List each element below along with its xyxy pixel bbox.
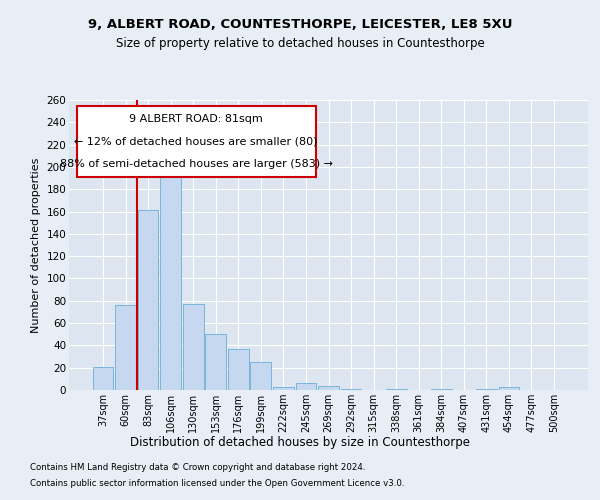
Bar xyxy=(115,305,136,390)
Bar xyxy=(296,384,316,390)
Text: Contains public sector information licensed under the Open Government Licence v3: Contains public sector information licen… xyxy=(30,478,404,488)
Bar xyxy=(318,386,339,390)
Bar xyxy=(160,162,181,390)
Bar xyxy=(250,362,271,390)
FancyBboxPatch shape xyxy=(77,106,316,177)
Text: Distribution of detached houses by size in Countesthorpe: Distribution of detached houses by size … xyxy=(130,436,470,449)
Bar xyxy=(386,389,407,390)
Text: 9, ALBERT ROAD, COUNTESTHORPE, LEICESTER, LE8 5XU: 9, ALBERT ROAD, COUNTESTHORPE, LEICESTER… xyxy=(88,18,512,30)
Bar xyxy=(431,389,452,390)
Bar xyxy=(273,386,294,390)
Text: Contains HM Land Registry data © Crown copyright and database right 2024.: Contains HM Land Registry data © Crown c… xyxy=(30,464,365,472)
Bar xyxy=(499,386,520,390)
Bar xyxy=(228,348,248,390)
Text: 88% of semi-detached houses are larger (583) →: 88% of semi-detached houses are larger (… xyxy=(59,159,332,169)
Bar xyxy=(92,366,113,390)
Text: ← 12% of detached houses are smaller (80): ← 12% of detached houses are smaller (80… xyxy=(74,136,318,146)
Y-axis label: Number of detached properties: Number of detached properties xyxy=(31,158,41,332)
Text: 9 ALBERT ROAD: 81sqm: 9 ALBERT ROAD: 81sqm xyxy=(129,114,263,124)
Bar xyxy=(205,334,226,390)
Bar xyxy=(476,389,497,390)
Bar xyxy=(183,304,203,390)
Bar xyxy=(137,210,158,390)
Bar xyxy=(341,389,361,390)
Text: Size of property relative to detached houses in Countesthorpe: Size of property relative to detached ho… xyxy=(116,38,484,51)
